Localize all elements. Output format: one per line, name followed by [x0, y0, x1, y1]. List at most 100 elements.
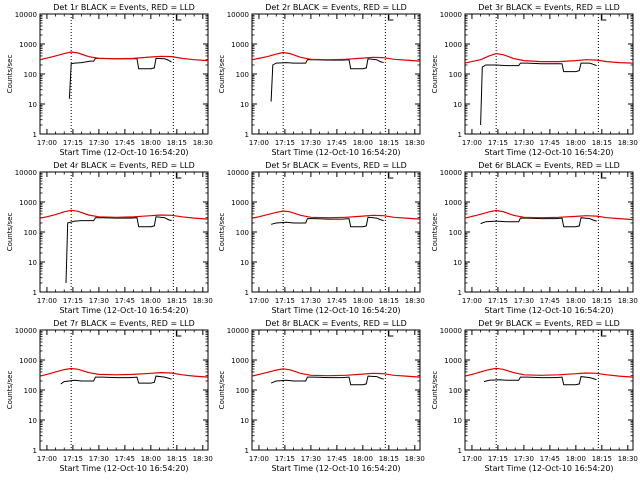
x-tick-label: 18:15 [592, 455, 612, 463]
x-tick-label: 18:15 [167, 139, 187, 147]
x-tick-label: 18:15 [167, 297, 187, 305]
y-tick-label: 1 [458, 131, 462, 139]
x-tick-label: 17:00 [37, 297, 57, 305]
events-series [68, 57, 172, 99]
y-tick-label: 100 [24, 71, 37, 79]
x-tick-label: 18:00 [566, 139, 586, 147]
lld-series [39, 51, 209, 62]
chart-panel: Det 9r BLACK = Events, RED = LLD 1 10 100 10… [431, 319, 638, 473]
y-tick-label: 1 [33, 289, 37, 297]
events-series [270, 58, 384, 102]
y-tick-label: 1 [245, 131, 249, 139]
chart-title: Det 3r BLACK = Events, RED = LLD [478, 3, 620, 12]
chart-title: Det 2r BLACK = Events, RED = LLD [265, 3, 407, 12]
lld-series [464, 52, 634, 64]
corner-marker [600, 15, 607, 21]
plot-frame [39, 171, 209, 293]
x-tick-label: 18:00 [141, 139, 161, 147]
y-tick-label: 10000 [227, 169, 249, 177]
events-series [480, 62, 597, 126]
x-tick-label: 17:15 [275, 139, 295, 147]
y-tick-label: 1 [458, 289, 462, 297]
y-tick-label: 1000 [231, 199, 249, 207]
y-tick-label: 10000 [440, 169, 462, 177]
corner-marker [175, 173, 182, 179]
x-tick-label: 17:45 [327, 139, 347, 147]
y-tick-label: 10 [453, 417, 462, 425]
chart-panel: Det 5r BLACK = Events, RED = LLD 1 10 100 10… [218, 161, 425, 315]
x-tick-label: 17:30 [89, 297, 109, 305]
x-tick-label: 17:15 [275, 297, 295, 305]
y-tick-label: 1000 [444, 41, 462, 49]
x-tick-label: 17:30 [89, 139, 109, 147]
x-axis-title: Start Time (12-Oct-10 16:54:20) [271, 464, 400, 473]
x-tick-label: 17:00 [37, 455, 57, 463]
x-axis-title: Start Time (12-Oct-10 16:54:20) [484, 306, 613, 315]
y-axis-title: Counts/sec [6, 371, 14, 410]
chart-panel: Det 4r BLACK = Events, RED = LLD 1 10 100 10… [6, 161, 213, 315]
chart-title: Det 5r BLACK = Events, RED = LLD [265, 161, 407, 170]
y-tick-label: 1000 [19, 357, 37, 365]
x-tick-label: 18:00 [353, 455, 373, 463]
x-tick-label: 17:30 [514, 139, 534, 147]
x-tick-label: 17:00 [37, 139, 57, 147]
y-tick-label: 100 [449, 229, 462, 237]
x-tick-label: 18:30 [618, 455, 638, 463]
x-tick-label: 17:00 [249, 297, 269, 305]
y-tick-label: 10000 [227, 327, 249, 335]
x-tick-label: 17:15 [488, 455, 508, 463]
x-tick-label: 17:45 [115, 139, 135, 147]
y-tick-label: 1000 [19, 41, 37, 49]
corner-marker [387, 173, 394, 179]
x-tick-label: 17:00 [462, 455, 482, 463]
x-axis-title: Start Time (12-Oct-10 16:54:20) [59, 306, 188, 315]
corner-marker [175, 331, 182, 337]
plot-frame [464, 171, 634, 293]
y-axis-title: Counts/sec [6, 213, 14, 252]
y-tick-label: 1 [33, 131, 37, 139]
events-series [480, 217, 597, 228]
corner-marker [387, 15, 394, 21]
events-series [270, 375, 384, 386]
x-tick-label: 17:45 [327, 297, 347, 305]
y-tick-label: 10 [28, 259, 37, 267]
x-tick-label: 17:00 [462, 139, 482, 147]
y-tick-label: 1000 [444, 357, 462, 365]
x-tick-label: 18:30 [618, 139, 638, 147]
corner-marker [387, 331, 394, 337]
x-tick-label: 17:30 [514, 455, 534, 463]
corner-marker [175, 15, 182, 21]
events-series [60, 375, 172, 385]
events-series [65, 216, 172, 284]
x-tick-label: 18:00 [353, 297, 373, 305]
y-tick-label: 1 [458, 447, 462, 455]
x-axis-title: Start Time (12-Oct-10 16:54:20) [271, 306, 400, 315]
x-tick-label: 18:00 [566, 455, 586, 463]
corner-marker [600, 331, 607, 337]
x-tick-label: 17:15 [63, 297, 83, 305]
x-tick-label: 18:15 [592, 139, 612, 147]
y-tick-label: 10 [240, 259, 249, 267]
corner-marker [600, 173, 607, 179]
x-tick-label: 18:30 [193, 297, 213, 305]
x-tick-label: 17:15 [488, 297, 508, 305]
chart-title: Det 4r BLACK = Events, RED = LLD [53, 161, 195, 170]
y-tick-label: 10000 [440, 11, 462, 19]
y-tick-label: 10000 [440, 327, 462, 335]
y-tick-label: 100 [449, 71, 462, 79]
y-tick-label: 10000 [15, 169, 37, 177]
y-tick-label: 100 [236, 387, 249, 395]
chart-title: Det 1r BLACK = Events, RED = LLD [53, 3, 195, 12]
y-tick-label: 10000 [15, 327, 37, 335]
x-tick-label: 17:30 [514, 297, 534, 305]
x-tick-label: 17:30 [301, 139, 321, 147]
y-tick-label: 10 [28, 101, 37, 109]
x-axis-title: Start Time (12-Oct-10 16:54:20) [484, 148, 613, 157]
chart-panel: Det 3r BLACK = Events, RED = LLD 1 10 100 10… [431, 3, 638, 157]
x-tick-label: 17:15 [488, 139, 508, 147]
x-tick-label: 17:15 [63, 455, 83, 463]
x-tick-label: 18:30 [618, 297, 638, 305]
y-tick-label: 100 [236, 229, 249, 237]
x-axis-title: Start Time (12-Oct-10 16:54:20) [59, 464, 188, 473]
